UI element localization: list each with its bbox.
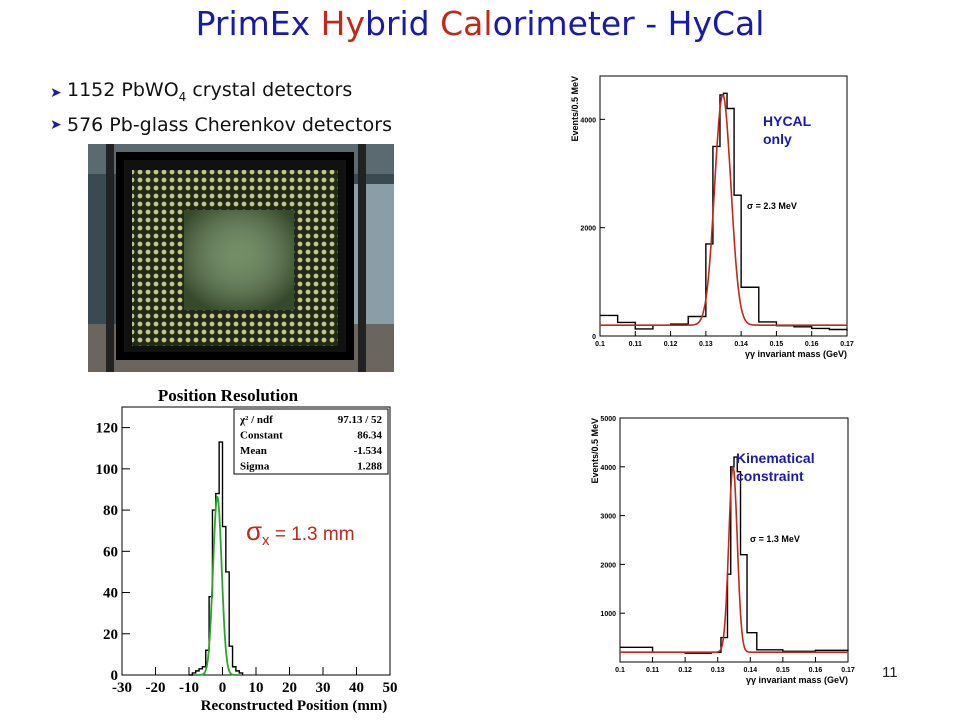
bullet-list: ➤ 1152 PbWO4 crystal detectors ➤ 576 Pb-gla…: [50, 76, 392, 139]
bullet-text-main: 1152 PbWO: [67, 79, 179, 101]
x-tick-label: 10: [249, 680, 264, 696]
plot-frame: [599, 75, 848, 337]
title-part: PrimEx: [195, 4, 321, 43]
chart-annotation: HYCAL only: [763, 113, 812, 147]
x-tick-label: 0.12: [664, 341, 678, 348]
y-tick-label: 60: [103, 544, 118, 560]
x-tick-label: -10: [179, 680, 199, 696]
x-tick-label: -20: [146, 680, 166, 696]
x-tick-label: 0.13: [711, 667, 725, 674]
stats-value: 97.13 / 52: [338, 414, 383, 426]
title-part: orimeter - HyCal: [492, 4, 765, 43]
bullet-text: 1152 PbWO4 crystal detectors: [67, 76, 352, 111]
hycal-only-mass-chart: 0.1 0.11 0.12 0.13 0.14 0.15 0.16 0.17 0 2000 4000…: [570, 75, 854, 359]
x-tick-label: 0.17: [841, 667, 855, 674]
y-tick-label: 4000: [600, 465, 616, 472]
x-tick-label: 0.16: [809, 667, 823, 674]
title-part: Hy: [320, 4, 365, 43]
x-axis-title: γγ invariant mass (GeV): [746, 675, 848, 685]
bullet-text-main: 576 Pb-glass Cherenkov detectors: [67, 113, 392, 136]
y-tick-label: 0: [111, 668, 119, 684]
y-tick-label: 120: [96, 421, 118, 437]
chart-annotation: Kinematical constraint: [736, 450, 815, 484]
bullet-item: ➤ 1152 PbWO4 crystal detectors: [50, 76, 392, 111]
stats-value: -1.534: [354, 445, 383, 457]
bullet-item: ➤ 576 Pb-glass Cherenkov detectors: [50, 111, 392, 139]
y-tick-label: 0: [592, 334, 596, 341]
histogram-series: [189, 441, 244, 676]
x-tick-label: 0.15: [776, 667, 790, 674]
stats-label: Constant: [240, 430, 283, 442]
sigma-label: σ = 1.3 MeV: [750, 534, 800, 544]
x-tick-label: 0.11: [629, 341, 642, 348]
y-tick-label: 3000: [600, 514, 616, 521]
arrow-bullet-icon: ➤: [50, 85, 62, 102]
y-tick-label: 2000: [580, 226, 596, 233]
x-tick-label: 0: [219, 680, 227, 696]
x-tick-label: 30: [316, 680, 331, 696]
y-tick-label: 20: [103, 627, 118, 643]
x-tick-label: 20: [282, 680, 297, 696]
sigma-label: σ = 2.3 MeV: [747, 201, 797, 211]
kinematical-constraint-mass-chart: 0.1 0.11 0.12 0.13 0.14 0.15 0.16 0.17 1000 2000 3…: [590, 416, 855, 685]
y-tick-label: 80: [103, 503, 118, 519]
stats-value: 86.34: [357, 430, 382, 442]
x-tick-label: 0.11: [646, 667, 659, 674]
title-part: brid: [365, 4, 441, 43]
stats-label: χ² / ndf: [239, 414, 273, 426]
x-tick-label: 0.15: [770, 341, 784, 348]
stats-label: Mean: [240, 445, 267, 457]
y-tick-label: 1000: [600, 611, 616, 618]
y-tick-label: 100: [96, 462, 118, 478]
x-axis-title: γγ invariant mass (GeV): [745, 349, 847, 359]
x-tick-label: 0.14: [734, 341, 748, 348]
x-tick-label: 0.13: [699, 341, 713, 348]
y-tick-label: 4000: [580, 117, 596, 124]
bullet-text-subscript: 4: [178, 89, 187, 104]
histogram-series: [620, 456, 849, 654]
y-axis-title: Events/0.5 MeV: [570, 76, 580, 142]
position-resolution-chart: Position Resolution -30 -20 -10 0 10 20 30 40 50 0…: [96, 386, 398, 714]
x-tick-label: 0.1: [595, 341, 605, 348]
fit-stats-box: [233, 408, 389, 475]
bullet-text-tail: crystal detectors: [186, 79, 353, 101]
gaussian-fit-curve: [195, 496, 238, 676]
title-part: Cal: [440, 4, 493, 43]
y-tick-label: 2000: [600, 562, 616, 569]
stats-value: 1.288: [357, 461, 382, 473]
y-tick-label: 5000: [600, 416, 616, 423]
fit-curve: [600, 93, 847, 326]
stats-label: Sigma: [240, 461, 270, 473]
chart-title: Position Resolution: [158, 386, 299, 405]
y-tick-label: 40: [103, 586, 118, 602]
x-tick-label: -30: [112, 680, 132, 696]
calorimeter-photo: [88, 144, 394, 372]
x-tick-label: 0.14: [743, 667, 757, 674]
x-tick-label: 0.1: [615, 667, 625, 674]
bullet-text: 576 Pb-glass Cherenkov detectors: [67, 111, 392, 139]
fit-curve: [620, 466, 848, 653]
x-tick-label: 0.17: [840, 341, 854, 348]
slide-title: PrimEx Hybrid Calorimeter - HyCal: [0, 4, 960, 43]
x-tick-label: 40: [349, 680, 364, 696]
x-tick-label: 50: [383, 680, 398, 696]
arrow-bullet-icon: ➤: [50, 116, 62, 133]
page-number: 11: [882, 664, 898, 681]
x-tick-label: 0.12: [678, 667, 692, 674]
sigma-x-annotation: σx = 1.3 mm: [246, 516, 355, 549]
y-axis-title: Events/0.5 MeV: [590, 418, 600, 484]
x-tick-label: 0.16: [805, 341, 819, 348]
x-axis-title: Reconstructed Position (mm): [201, 698, 388, 714]
